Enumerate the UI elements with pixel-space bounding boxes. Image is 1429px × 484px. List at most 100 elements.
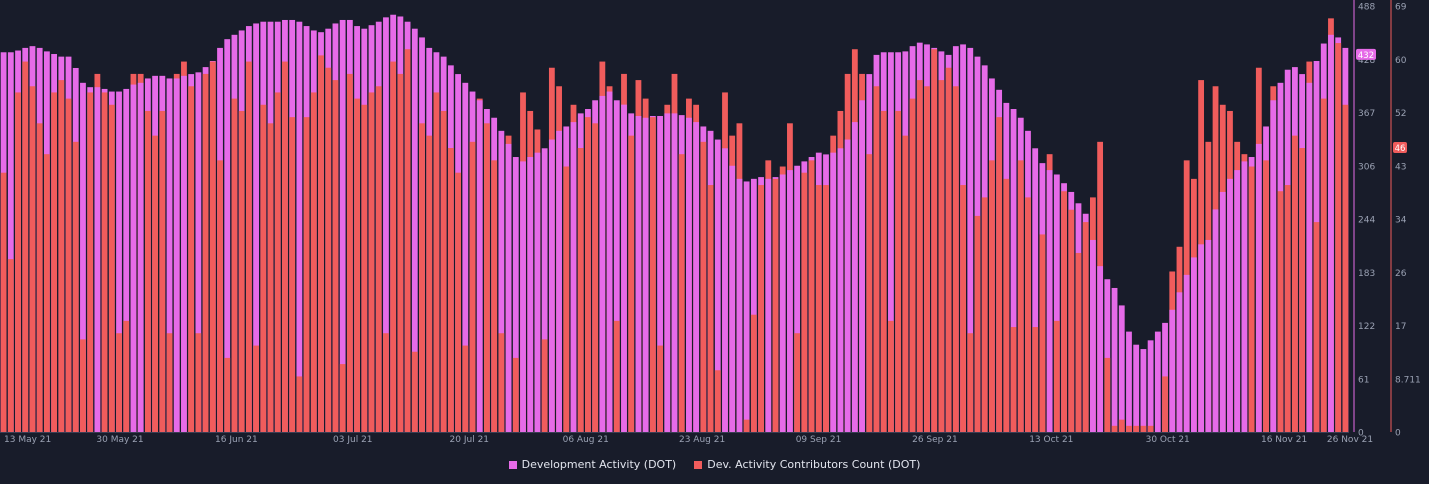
activity-bar: [383, 17, 389, 432]
contributors-bar: [960, 185, 966, 432]
x-tick-label: 30 May 21: [96, 435, 143, 445]
contributors-bar: [823, 185, 829, 432]
x-tick-label: 06 Aug 21: [563, 435, 609, 445]
contributors-bar: [714, 370, 721, 432]
contributors-bar: [1126, 425, 1132, 432]
contributors-bar: [419, 123, 425, 433]
activity-bar: [296, 21, 303, 433]
activity-bar: [570, 122, 577, 432]
contributors-bar: [512, 357, 519, 432]
activity-bar: [166, 78, 173, 432]
right-y-tick-label: 26: [1395, 269, 1407, 279]
contributors-bar: [1010, 327, 1017, 432]
activity-bar: [888, 52, 894, 433]
contributors-bar: [368, 92, 375, 433]
contributors-bar: [1025, 197, 1031, 432]
left-y-tick-label: 0: [1358, 429, 1364, 439]
activity-bar: [1270, 100, 1277, 432]
contributors-bar: [390, 61, 397, 432]
activity-bar: [859, 100, 865, 432]
activity-bar: [137, 82, 144, 432]
contributors-bar: [952, 86, 959, 432]
contributors-bar: [325, 67, 332, 433]
contributors-bar: [613, 320, 620, 432]
contributors-bar: [433, 92, 440, 433]
x-tick-label: 26 Nov 21: [1327, 435, 1373, 445]
contributors-bar: [65, 98, 72, 433]
contributors-bar: [72, 141, 79, 432]
activity-bar: [671, 113, 678, 433]
contributors-bar: [1032, 327, 1039, 432]
contributors-bar: [101, 92, 108, 433]
contributors-bar: [296, 376, 303, 432]
x-tick-label: 13 Oct 21: [1029, 435, 1073, 445]
contributors-bar: [383, 333, 389, 432]
contributors-bar: [447, 148, 454, 432]
right-y-tick-label: 43: [1395, 162, 1406, 172]
contributors-bar: [1118, 419, 1125, 432]
activity-bar: [1010, 109, 1017, 432]
contributors-bar: [981, 197, 988, 432]
contributors-bar: [36, 123, 43, 433]
contributors-bar: [880, 110, 887, 433]
contributors-bar: [758, 185, 764, 432]
activity-bar: [116, 91, 122, 433]
contributors-bar: [1039, 234, 1046, 432]
activity-bar: [642, 117, 649, 433]
activity-bar: [1154, 331, 1161, 432]
contributors-bar: [1335, 43, 1342, 432]
activity-bar: [693, 122, 700, 432]
contributors-bar: [484, 123, 490, 433]
contributors-bar: [397, 73, 404, 432]
activity-bar: [1118, 305, 1125, 432]
legend-item-contributors[interactable]: Dev. Activity Contributors Count (DOT): [694, 458, 920, 471]
contributors-bar: [750, 314, 757, 432]
contributors-bar: [1342, 104, 1349, 432]
contributors-bar: [873, 86, 880, 432]
contributors-bar: [931, 49, 938, 432]
activity-bar: [80, 82, 86, 432]
activity-bar: [130, 84, 137, 432]
activity-bar: [686, 117, 692, 433]
legend-item-activity[interactable]: Development Activity (DOT): [508, 458, 676, 471]
contributors-bar: [707, 185, 714, 432]
contributors-bar: [996, 117, 1003, 432]
contributors-bar: [1284, 185, 1291, 432]
contributors-bar: [909, 98, 916, 433]
activity-bar: [1176, 292, 1183, 432]
contributors-bar: [108, 104, 115, 432]
activity-bar: [1097, 266, 1104, 432]
contributors-bar: [585, 117, 591, 432]
activity-bar: [1241, 161, 1248, 432]
activity-bar: [967, 47, 974, 433]
contributors-bar: [260, 104, 267, 432]
activity-bar: [613, 100, 620, 432]
contributors-bar: [808, 160, 815, 432]
contributors-bar: [22, 61, 29, 432]
contributors-bar: [916, 80, 923, 432]
left-y-tick-label: 306: [1358, 162, 1375, 172]
right-value-badge-label: 46: [1395, 144, 1406, 154]
activity-bar: [462, 82, 469, 432]
activity-bar: [181, 75, 187, 432]
contributors-bar: [404, 49, 411, 432]
activity-bar: [505, 143, 512, 432]
contributors-bar: [1248, 166, 1255, 432]
activity-bar: [541, 148, 548, 433]
contributors-bar: [1133, 425, 1140, 432]
contributors-bar: [188, 86, 195, 432]
activity-bar: [224, 39, 231, 433]
contributors-bar: [116, 333, 122, 432]
right-y-tick-label: 60: [1395, 56, 1407, 66]
activity-bar: [729, 165, 736, 432]
right-y-tick-label: 34: [1395, 216, 1407, 226]
contributors-bar: [80, 339, 86, 432]
x-tick-label: 30 Oct 21: [1146, 435, 1190, 445]
contributors-bar: [332, 80, 339, 432]
x-tick-label: 16 Jun 21: [215, 435, 258, 445]
contributors-bar: [541, 339, 548, 432]
contributors-bar: [87, 92, 94, 433]
contributors-bar: [166, 333, 173, 432]
activity-bar: [253, 23, 259, 433]
left-y-tick-label: 61: [1358, 375, 1369, 385]
